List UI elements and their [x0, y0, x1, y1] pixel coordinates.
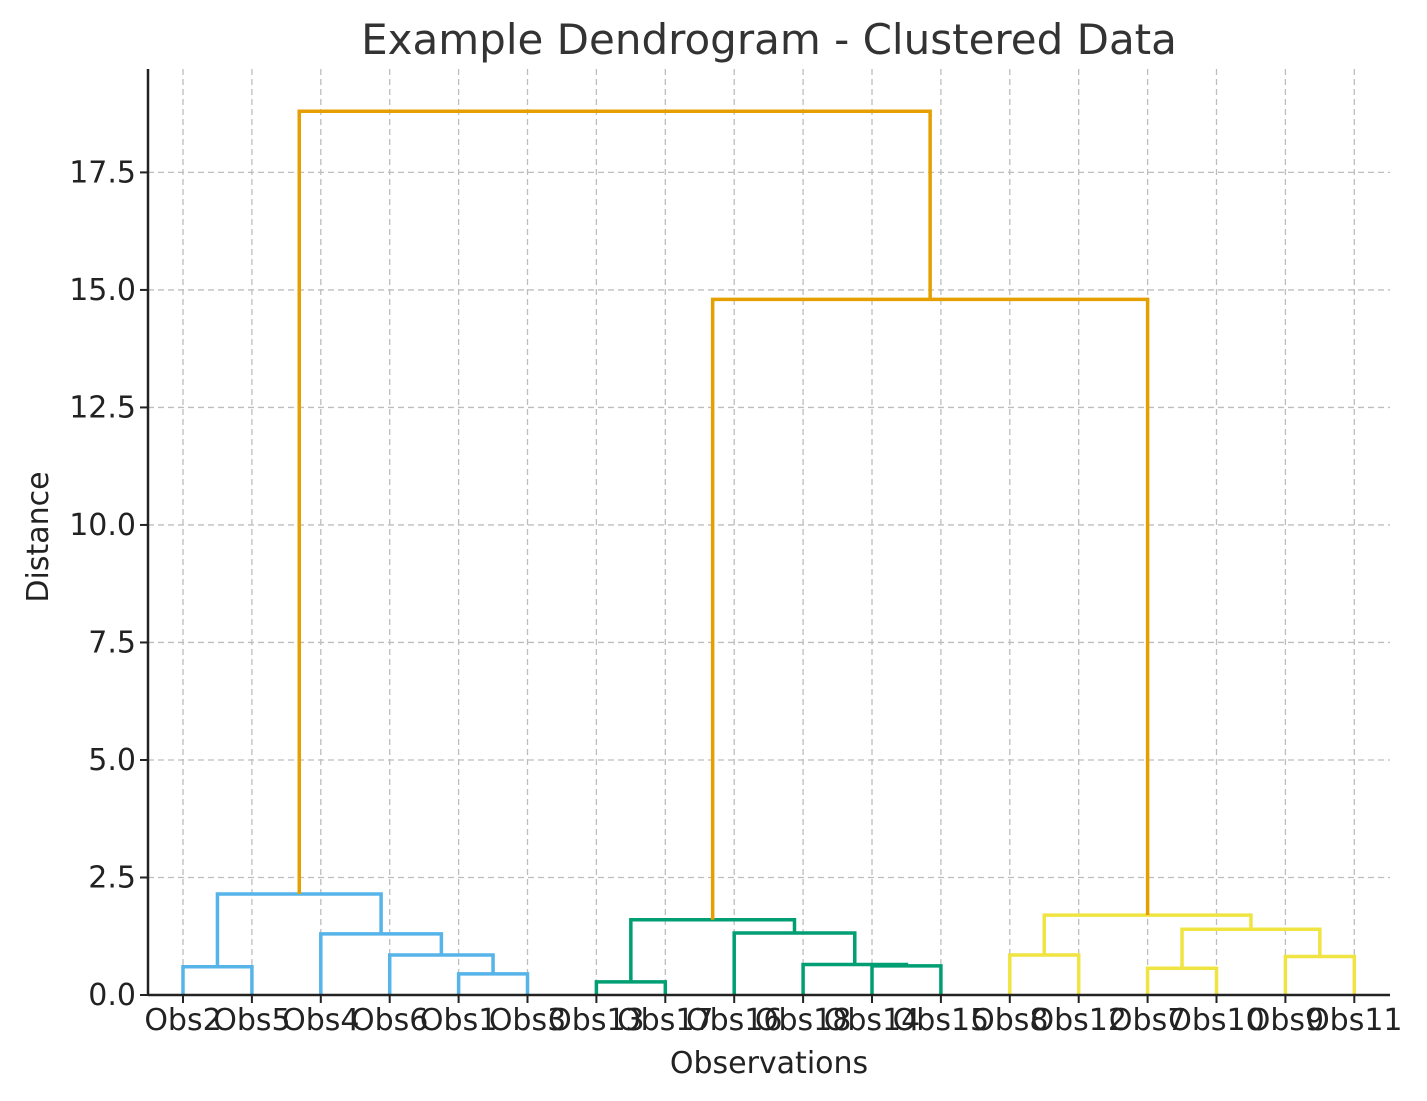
- y-tick-label: 12.5: [69, 390, 136, 425]
- grid-layer: [148, 69, 1390, 995]
- dendrogram-link: [1145, 966, 1219, 995]
- y-tick-label: 5.0: [88, 743, 136, 778]
- x-tick-label: Obs5: [213, 1003, 290, 1038]
- x-tick-label: Obs17: [617, 1003, 713, 1038]
- x-tick-label: Obs1: [420, 1003, 497, 1038]
- dendrogram-link: [870, 964, 943, 995]
- x-tick-label: Obs2: [144, 1003, 221, 1038]
- dendrogram-link: [594, 980, 668, 995]
- y-tick-label: 7.5: [88, 625, 136, 660]
- dendrogram-link: [629, 918, 797, 982]
- x-tick-label: Obs10: [1168, 1003, 1264, 1038]
- x-tick-label: Obs4: [282, 1003, 359, 1038]
- dendrogram-link: [387, 953, 495, 995]
- x-tick-label: Obs9: [1247, 1003, 1324, 1038]
- x-axis-label: Observations: [670, 1046, 868, 1081]
- x-tick-label: Obs7: [1109, 1003, 1186, 1038]
- x-tick-label: Obs14: [824, 1003, 920, 1038]
- y-axis-label: Distance: [21, 471, 56, 602]
- y-tick-label: 2.5: [88, 860, 136, 895]
- dendrogram-links: [181, 109, 1357, 995]
- dendrogram-link: [801, 962, 909, 995]
- dendrogram-link: [1180, 927, 1322, 969]
- x-tick-label: Obs12: [1030, 1003, 1126, 1038]
- y-tick-label: 15.0: [69, 273, 136, 308]
- y-tick-label: 0.0: [88, 978, 136, 1013]
- y-tick-label: 10.0: [69, 508, 136, 543]
- x-tick-label: Obs13: [548, 1003, 644, 1038]
- dendrogram-link: [1008, 953, 1081, 995]
- x-tick-label: Obs16: [686, 1003, 782, 1038]
- dendrogram-link: [456, 972, 530, 995]
- x-ticks: Obs2Obs5Obs4Obs6Obs1Obs3Obs13Obs17Obs16O…: [144, 995, 1403, 1038]
- dendrogram-link: [710, 297, 1150, 920]
- dendrogram-link: [181, 965, 254, 995]
- y-tick-label: 17.5: [69, 155, 136, 190]
- x-tick-label: Obs6: [351, 1003, 428, 1038]
- y-ticks: 0.0 2.5 5.0 7.5 10.0 12.5 15.0 17.5: [69, 155, 148, 1013]
- dendrogram-link: [319, 932, 444, 995]
- x-tick-label: Obs8: [971, 1003, 1048, 1038]
- x-tick-label: Obs18: [755, 1003, 851, 1038]
- x-tick-label: Obs11: [1306, 1003, 1402, 1038]
- dendrogram-link: [1283, 954, 1357, 995]
- x-tick-label: Obs15: [893, 1003, 989, 1038]
- dendrogram-link: [215, 892, 383, 967]
- dendrogram-link: [297, 109, 932, 894]
- axes: [146, 69, 1390, 997]
- chart-title: Example Dendrogram - Clustered Data: [361, 15, 1177, 64]
- x-tick-label: Obs3: [489, 1003, 566, 1038]
